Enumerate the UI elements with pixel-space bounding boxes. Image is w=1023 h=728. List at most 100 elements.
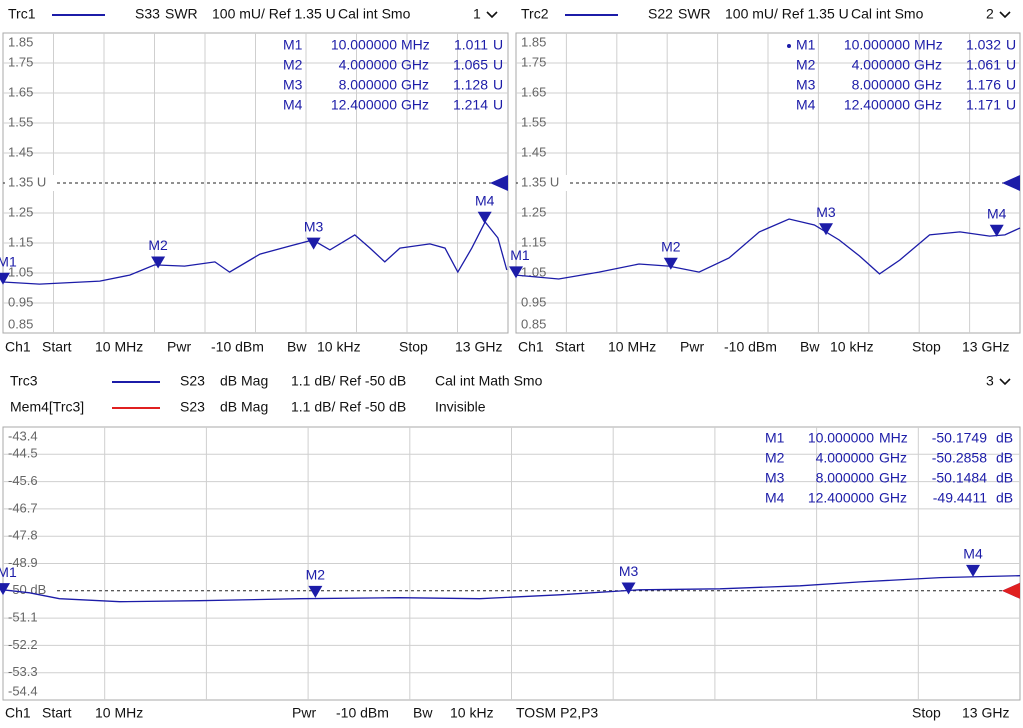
marker-table-x: 8.000000 [339,77,398,93]
marker-table-value: 1.214 [453,97,488,113]
y-tick-label: 1.45 [8,144,33,159]
marker-table-x: 4.000000 [816,450,875,466]
marker-label: M4 [963,546,983,562]
trace-format[interactable]: dB Mag [220,399,268,415]
trace-parameter[interactable]: S22 [648,6,673,22]
channel-menu-chevron[interactable] [999,11,1011,19]
marker-triangle [989,224,1004,237]
footer-item: Start [555,339,585,355]
marker-table-x-unit: GHz [914,97,942,113]
footer-item: 10 MHz [608,339,656,355]
footer-item: Start [42,339,72,355]
trace-status[interactable]: Cal int Smo [338,6,411,22]
marker-label: M1 [510,247,530,263]
marker-table-x-unit: GHz [879,490,907,506]
marker-table-x-unit: MHz [879,430,908,446]
marker-table-unit: U [493,97,503,113]
y-tick-label: 1.25 [521,204,546,219]
reference-label-bg [5,582,57,599]
footer-item: 10 kHz [317,339,361,355]
marker-table-value: 1.061 [966,57,1001,73]
marker-table-x-unit: GHz [401,57,429,73]
trace-name[interactable]: Trc3 [10,373,38,389]
marker-table-name: M2 [283,57,303,73]
trace-name[interactable]: Trc1 [8,6,36,22]
marker-table-name: M1 [796,37,816,53]
trace-parameter[interactable]: S33 [135,6,160,22]
marker-triangle [308,585,323,598]
trace-format[interactable]: SWR [678,6,711,22]
trace-name[interactable]: Trc2 [521,6,549,22]
trace-status[interactable]: Cal int Smo [851,6,924,22]
y-tick-label: -54.4 [8,683,38,698]
y-tick-label: -44.5 [8,446,38,461]
y-tick-label: 0.95 [8,294,33,309]
y-tick-label: -47.8 [8,528,38,543]
marker-table-name: M2 [765,450,785,466]
marker-table-x: 10.000000 [844,37,910,53]
marker-table-unit: U [1006,37,1016,53]
marker-table-name: M2 [796,57,816,73]
marker-table-unit: U [493,57,503,73]
trace-parameter[interactable]: S23 [180,373,205,389]
marker-triangle [151,256,166,269]
marker-table-x: 4.000000 [339,57,398,73]
footer-item: -10 dBm [724,339,777,355]
marker-table-name: M4 [283,97,303,113]
y-tick-label: 1.55 [521,114,546,129]
channel-label[interactable]: 2 [986,6,994,22]
marker-label: M3 [619,563,639,579]
channel-menu-chevron[interactable] [999,378,1011,386]
y-tick-label: 1.85 [521,34,546,49]
marker-triangle [509,266,523,279]
trace-status[interactable]: Cal int Math Smo [435,373,543,389]
marker-table-value: 1.171 [966,97,1001,113]
y-tick-label: 1.45 [521,144,546,159]
marker-table-value: -50.1749 [932,430,987,446]
trace-scale[interactable]: 100 mU/ Ref 1.35 U [212,6,336,22]
trace-scale[interactable]: 1.1 dB/ Ref -50 dB [291,399,406,415]
marker-table-unit: dB [996,490,1013,506]
marker-label: M2 [661,238,681,254]
marker-table-name: M3 [796,77,816,93]
y-tick-label: -46.7 [8,500,38,515]
marker-table-x: 12.400000 [808,490,874,506]
marker-table-name: M1 [765,430,785,446]
marker-table-value: 1.032 [966,37,1001,53]
y-tick-label: 1.75 [521,54,546,69]
marker-table-name: M4 [796,97,816,113]
footer-item: Ch1 [5,339,31,355]
trace-scale[interactable]: 100 mU/ Ref 1.35 U [725,6,849,22]
marker-triangle [0,583,10,596]
y-tick-label: -48.9 [8,555,38,570]
trace-format[interactable]: dB Mag [220,373,268,389]
footer-item: -10 dBm [211,339,264,355]
trace-line [2,575,1021,603]
marker-label: M1 [0,564,17,580]
channel-label[interactable]: 3 [986,373,994,389]
trace-name[interactable]: Mem4[Trc3] [10,399,84,415]
trace-scale[interactable]: 1.1 dB/ Ref -50 dB [291,373,406,389]
footer-item: Pwr [680,339,704,355]
footer-item: Bw [413,705,433,721]
footer-item: Ch1 [5,705,31,721]
channel-label[interactable]: 1 [473,6,481,22]
reference-label: 1.35 U [521,174,559,189]
footer-item: Stop [912,339,941,355]
trace-format[interactable]: SWR [165,6,198,22]
y-tick-label: -43.4 [8,428,38,443]
reference-label-bg [518,175,570,191]
channel-menu-chevron[interactable] [486,11,498,19]
marker-label: M2 [306,567,326,583]
footer-item: Stop [399,339,428,355]
footer-item: Bw [800,339,820,355]
y-tick-label: 0.85 [521,316,546,331]
marker-table-value: 1.176 [966,77,1001,93]
trace-status[interactable]: Invisible [435,399,486,415]
trace-parameter[interactable]: S23 [180,399,205,415]
marker-table-unit: U [493,77,503,93]
marker-table-x: 10.000000 [331,37,397,53]
y-tick-label: -51.1 [8,610,38,625]
footer-item: 13 GHz [455,339,502,355]
